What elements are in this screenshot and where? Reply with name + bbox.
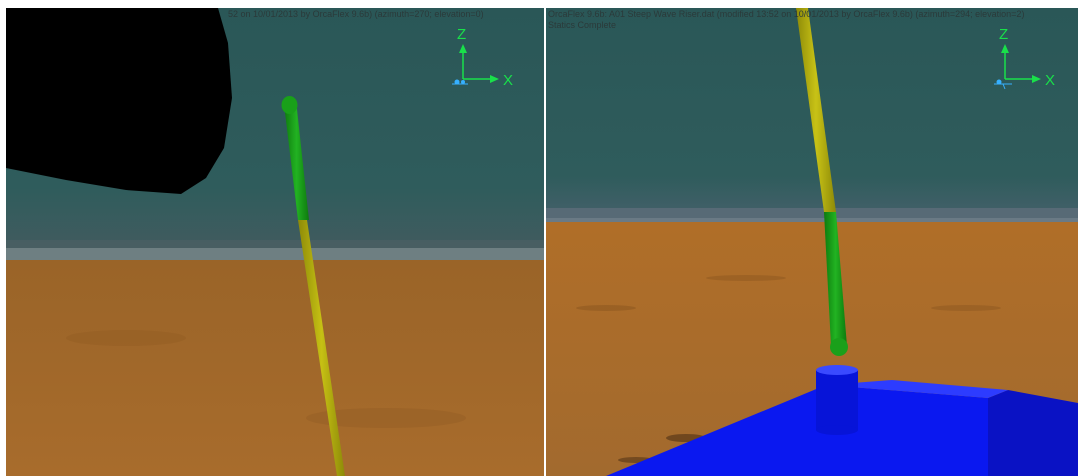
axis-label-x: X bbox=[503, 72, 513, 89]
viewport-caption-right: OrcaFlex 9.6b: A01 Steep Wave Riser.dat … bbox=[548, 9, 1024, 31]
viewport-left[interactable]: Z X 52 on 10/01/2013 by OrcaFlex 9.6b) (… bbox=[6, 8, 544, 476]
caption-status: Statics Complete bbox=[548, 20, 1024, 31]
axis-label-x: X bbox=[1045, 72, 1055, 89]
axis-label-z: Z bbox=[457, 26, 466, 43]
caption-line1: 52 on 10/01/2013 by OrcaFlex 9.6b) (azim… bbox=[228, 9, 484, 20]
viewport-caption-left: 52 on 10/01/2013 by OrcaFlex 9.6b) (azim… bbox=[228, 9, 484, 20]
scene-right: Z X bbox=[546, 8, 1078, 476]
viewport-right[interactable]: Z X OrcaFlex 9.6b: A01 Steep Wave Riser.… bbox=[546, 8, 1078, 476]
scene-left: Z X bbox=[6, 8, 544, 476]
seabed bbox=[6, 260, 544, 476]
vessel-hull bbox=[6, 8, 232, 194]
caption-line1: OrcaFlex 9.6b: A01 Steep Wave Riser.dat … bbox=[548, 9, 1024, 20]
